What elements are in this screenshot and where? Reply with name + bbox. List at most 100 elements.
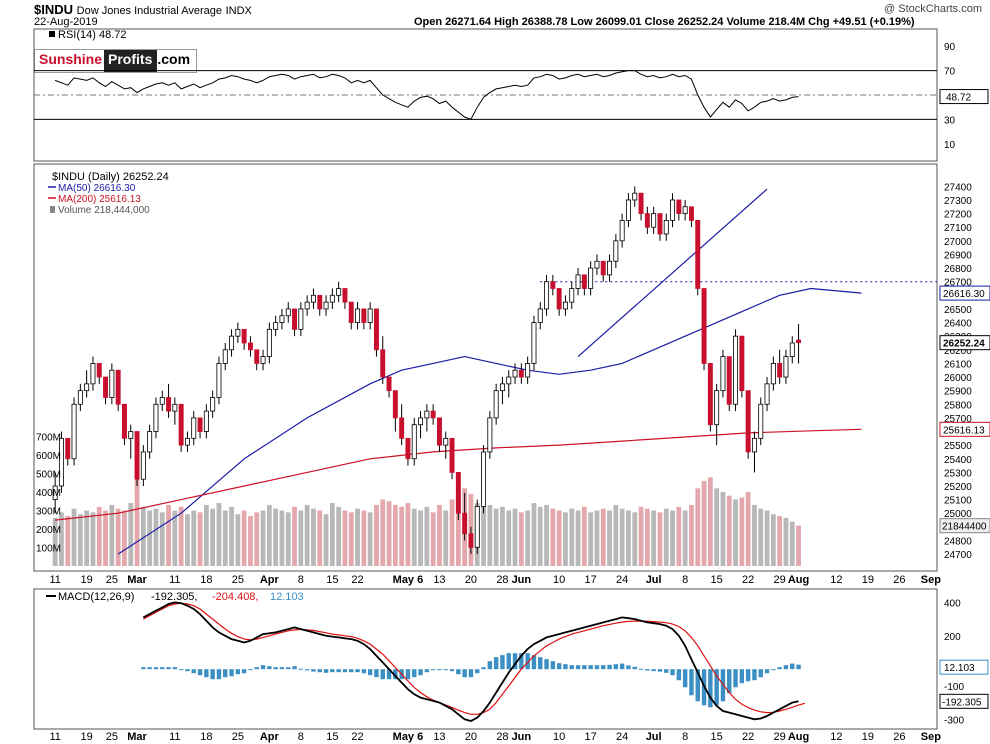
macd-histogram-bar	[418, 669, 423, 676]
macd-histogram-bar	[796, 664, 801, 670]
macd-histogram-bar	[481, 667, 486, 670]
candle-body	[651, 213, 657, 228]
macd-histogram-bar	[550, 661, 556, 670]
macd-histogram-bar	[260, 665, 266, 670]
ma200-tag	[939, 421, 990, 437]
candle-body	[474, 506, 480, 548]
x-tick-label: Aug	[788, 574, 809, 586]
macd-legend-macd: -192.305,	[151, 591, 197, 603]
macd-hist-tag	[939, 659, 989, 675]
volume-bar	[216, 503, 222, 566]
volume-bar	[663, 508, 669, 566]
volume-bar	[512, 508, 518, 566]
ma200-line	[55, 428, 862, 521]
candle-body	[537, 308, 543, 323]
macd-histogram-bar	[594, 665, 600, 670]
rsi-value-label: 48.72	[946, 93, 971, 104]
macd-histogram-bar	[304, 669, 310, 671]
volume-bar	[178, 506, 184, 566]
candle-body	[229, 335, 235, 351]
macd-histogram-bar	[248, 669, 253, 671]
macd-histogram-bar	[676, 669, 682, 681]
volume-bar	[487, 504, 493, 566]
volume-tick-label: 400M	[36, 488, 61, 499]
chart-date: 22-Aug-2019	[34, 16, 98, 28]
macd-histogram-bar	[298, 668, 304, 670]
macd-histogram-bar	[210, 669, 215, 680]
volume-bar	[374, 504, 379, 566]
candle-body	[405, 437, 411, 460]
ma50-line	[117, 287, 862, 555]
rsi-tick-label: 70	[944, 67, 956, 78]
x-tick-label: 29	[774, 731, 786, 743]
candle-body	[310, 294, 316, 303]
candle-body	[436, 417, 442, 446]
candle-body	[518, 369, 524, 378]
x-tick-label: Sep	[921, 731, 941, 743]
rsi-tick-label: 10	[944, 140, 956, 151]
candle-body	[153, 403, 159, 432]
candle-body	[588, 267, 594, 289]
macd-histogram-bar	[437, 669, 442, 671]
x-tick-label: 25	[232, 574, 244, 586]
volume-bar	[506, 510, 512, 566]
volume-bar	[418, 510, 423, 566]
volume-bar	[122, 510, 127, 566]
candle-body	[273, 322, 279, 330]
ma50-tag	[939, 285, 990, 301]
candle-body	[71, 403, 77, 460]
volume-bar	[159, 512, 165, 566]
candle-body	[355, 308, 361, 323]
volume-bar	[399, 506, 405, 566]
x-tick-label: 19	[862, 574, 874, 586]
candle-body	[191, 417, 197, 439]
candle-body	[77, 390, 83, 405]
macd-plot	[141, 601, 806, 722]
macd-histogram-bar	[569, 665, 574, 670]
macd-histogram-bar	[430, 669, 436, 671]
x-tick-label: 18	[200, 574, 212, 586]
candle-body	[707, 363, 713, 426]
candle-body	[493, 390, 499, 419]
volume-bar	[632, 512, 638, 566]
volume-bar	[71, 508, 77, 566]
x-tick-label: 19	[81, 731, 93, 743]
price-overlays	[55, 188, 937, 555]
macd-histogram-bar	[412, 669, 417, 678]
candle-body	[481, 451, 487, 507]
candle-body	[52, 485, 58, 501]
volume-bar	[273, 508, 279, 566]
x-tick-label: 11	[169, 731, 180, 743]
volume-bar	[166, 504, 171, 566]
price-tick-label: 27000	[944, 237, 972, 248]
volume-bar	[311, 508, 316, 566]
x-tick-label: 15	[326, 731, 338, 743]
volume-bar	[210, 508, 216, 566]
candle-body	[140, 451, 146, 480]
macd-tick-label: -300	[944, 715, 964, 726]
macd-histogram-bar	[714, 669, 719, 706]
candle-body	[367, 308, 373, 323]
symbol: $INDU	[34, 2, 74, 17]
candle-body	[613, 240, 619, 262]
x-tick-label: 17	[585, 731, 597, 743]
candle-body	[210, 397, 216, 412]
volume-bar	[789, 521, 795, 566]
macd-histogram-bar	[764, 669, 770, 674]
macd-histogram-bar	[538, 657, 543, 670]
x-tick-label: 15	[711, 731, 723, 743]
candle-body	[373, 308, 379, 351]
ma200-label: 25616.13	[943, 425, 985, 436]
volume-legend: Volume 218,444,000	[58, 205, 150, 216]
candle-body	[58, 437, 64, 487]
candle-body	[65, 437, 71, 460]
volume-bar	[222, 510, 228, 566]
x-tick-label: 13	[433, 574, 445, 586]
volume-bar	[355, 508, 360, 566]
x-tick-label: 15	[711, 574, 723, 586]
volume-bar	[481, 499, 486, 566]
macd-histogram-bar	[771, 669, 776, 671]
candle-body	[600, 260, 606, 276]
macd-histogram-bar	[664, 669, 669, 673]
